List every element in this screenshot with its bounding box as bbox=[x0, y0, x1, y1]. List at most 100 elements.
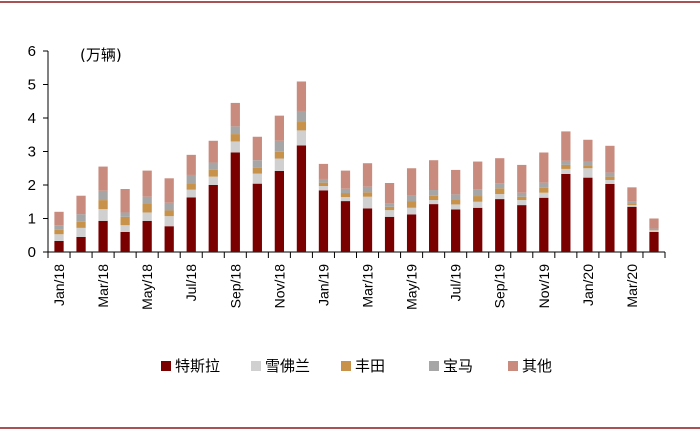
bar-segment bbox=[517, 196, 527, 201]
bar-stack bbox=[428, 160, 439, 252]
y-axis: 0 1 2 3 4 5 6 bbox=[28, 43, 49, 261]
bar-stack bbox=[340, 170, 351, 252]
bar-segment bbox=[142, 196, 152, 204]
bar-stack bbox=[561, 131, 571, 252]
bars bbox=[54, 81, 659, 252]
bar-segment bbox=[252, 160, 262, 168]
x-tick-label: Sep/18 bbox=[227, 264, 243, 309]
bar-segment bbox=[54, 211, 64, 226]
bar-stack bbox=[517, 164, 527, 252]
y-tick-label: 3 bbox=[28, 144, 36, 161]
bar-segment bbox=[208, 176, 218, 185]
bar-segment bbox=[230, 152, 240, 252]
bar-segment bbox=[98, 200, 108, 210]
bar-stack bbox=[605, 145, 615, 252]
legend-label: 宝马 bbox=[443, 357, 473, 375]
bar-segment bbox=[384, 210, 395, 217]
x-tick-label: Jul/18 bbox=[183, 264, 199, 302]
bar-segment bbox=[362, 208, 373, 252]
legend-swatch bbox=[161, 361, 171, 371]
legend-swatch bbox=[508, 361, 518, 371]
bar-segment bbox=[539, 182, 549, 188]
bar-segment bbox=[252, 136, 262, 161]
bar-segment bbox=[252, 183, 262, 252]
bar-stack bbox=[98, 166, 108, 252]
bar-segment bbox=[362, 163, 373, 187]
bar-segment bbox=[605, 172, 615, 177]
bar-segment bbox=[473, 189, 483, 197]
bar-stack bbox=[230, 102, 240, 252]
bar-segment bbox=[120, 216, 130, 226]
bar-segment bbox=[583, 177, 593, 252]
bar-segment bbox=[230, 102, 240, 127]
bar-segment bbox=[583, 139, 593, 162]
bar-segment bbox=[428, 190, 439, 196]
legend: 特斯拉 雪佛兰 丰田 宝马 其他 bbox=[161, 357, 552, 375]
bar-segment bbox=[142, 212, 152, 221]
bar-segment bbox=[406, 168, 417, 196]
bar-segment bbox=[451, 199, 461, 205]
bar-segment bbox=[296, 145, 307, 252]
bar-segment bbox=[340, 201, 351, 252]
bar-segment bbox=[340, 193, 351, 198]
bar-segment bbox=[120, 212, 130, 217]
bar-segment bbox=[164, 202, 174, 211]
bar-segment bbox=[274, 158, 285, 171]
bar-stack bbox=[252, 136, 262, 252]
bar-segment bbox=[428, 160, 439, 191]
bar-segment bbox=[76, 214, 86, 222]
bar-segment bbox=[561, 160, 571, 165]
bar-segment bbox=[473, 196, 483, 202]
bar-segment bbox=[208, 162, 218, 170]
bar-segment bbox=[208, 169, 218, 177]
bar-stack bbox=[186, 154, 196, 252]
bar-segment bbox=[274, 170, 285, 252]
bar-stack bbox=[649, 218, 659, 252]
bar-segment bbox=[561, 164, 571, 169]
bar-segment bbox=[296, 130, 307, 146]
legend-swatch bbox=[429, 361, 439, 371]
bar-stack bbox=[142, 170, 152, 252]
bar-segment bbox=[539, 197, 549, 252]
bar-segment bbox=[340, 188, 351, 194]
bar-segment bbox=[274, 140, 285, 152]
bar-stack bbox=[76, 195, 86, 252]
x-tick-label: Nov/19 bbox=[536, 264, 552, 309]
bar-segment bbox=[318, 182, 329, 187]
bar-stack bbox=[208, 140, 218, 252]
legend-label: 雪佛兰 bbox=[265, 357, 310, 375]
bar-segment bbox=[517, 164, 527, 193]
bar-segment bbox=[539, 152, 549, 183]
bar-segment bbox=[318, 163, 329, 179]
legend-swatch bbox=[251, 361, 261, 371]
bar-segment bbox=[164, 226, 174, 252]
bar-segment bbox=[517, 192, 527, 197]
legend-swatch bbox=[341, 361, 351, 371]
bar-segment bbox=[208, 140, 218, 163]
x-tick-label: Mar/20 bbox=[624, 264, 640, 308]
bar-segment bbox=[362, 186, 373, 193]
bar-segment bbox=[98, 209, 108, 221]
bar-segment bbox=[473, 201, 483, 208]
bar-segment bbox=[186, 154, 196, 175]
bar-segment bbox=[561, 131, 571, 161]
bar-segment bbox=[605, 183, 615, 252]
x-tick-label: May/18 bbox=[139, 264, 155, 310]
x-tick-label: Jan/19 bbox=[315, 264, 331, 306]
bar-stack bbox=[318, 163, 329, 252]
legend-label: 特斯拉 bbox=[175, 357, 220, 375]
bar-segment bbox=[495, 199, 505, 252]
bar-segment bbox=[649, 228, 659, 230]
bar-stack bbox=[406, 168, 417, 252]
bar-segment bbox=[627, 187, 637, 202]
bar-segment bbox=[362, 192, 373, 197]
bar-segment bbox=[451, 209, 461, 252]
bar-segment bbox=[230, 134, 240, 142]
bar-segment bbox=[384, 216, 395, 252]
bar-segment bbox=[649, 231, 659, 252]
bar-segment bbox=[561, 168, 571, 174]
bar-segment bbox=[539, 192, 549, 198]
bar-segment bbox=[649, 229, 659, 231]
bar-stack bbox=[495, 158, 505, 252]
bar-segment bbox=[495, 194, 505, 200]
